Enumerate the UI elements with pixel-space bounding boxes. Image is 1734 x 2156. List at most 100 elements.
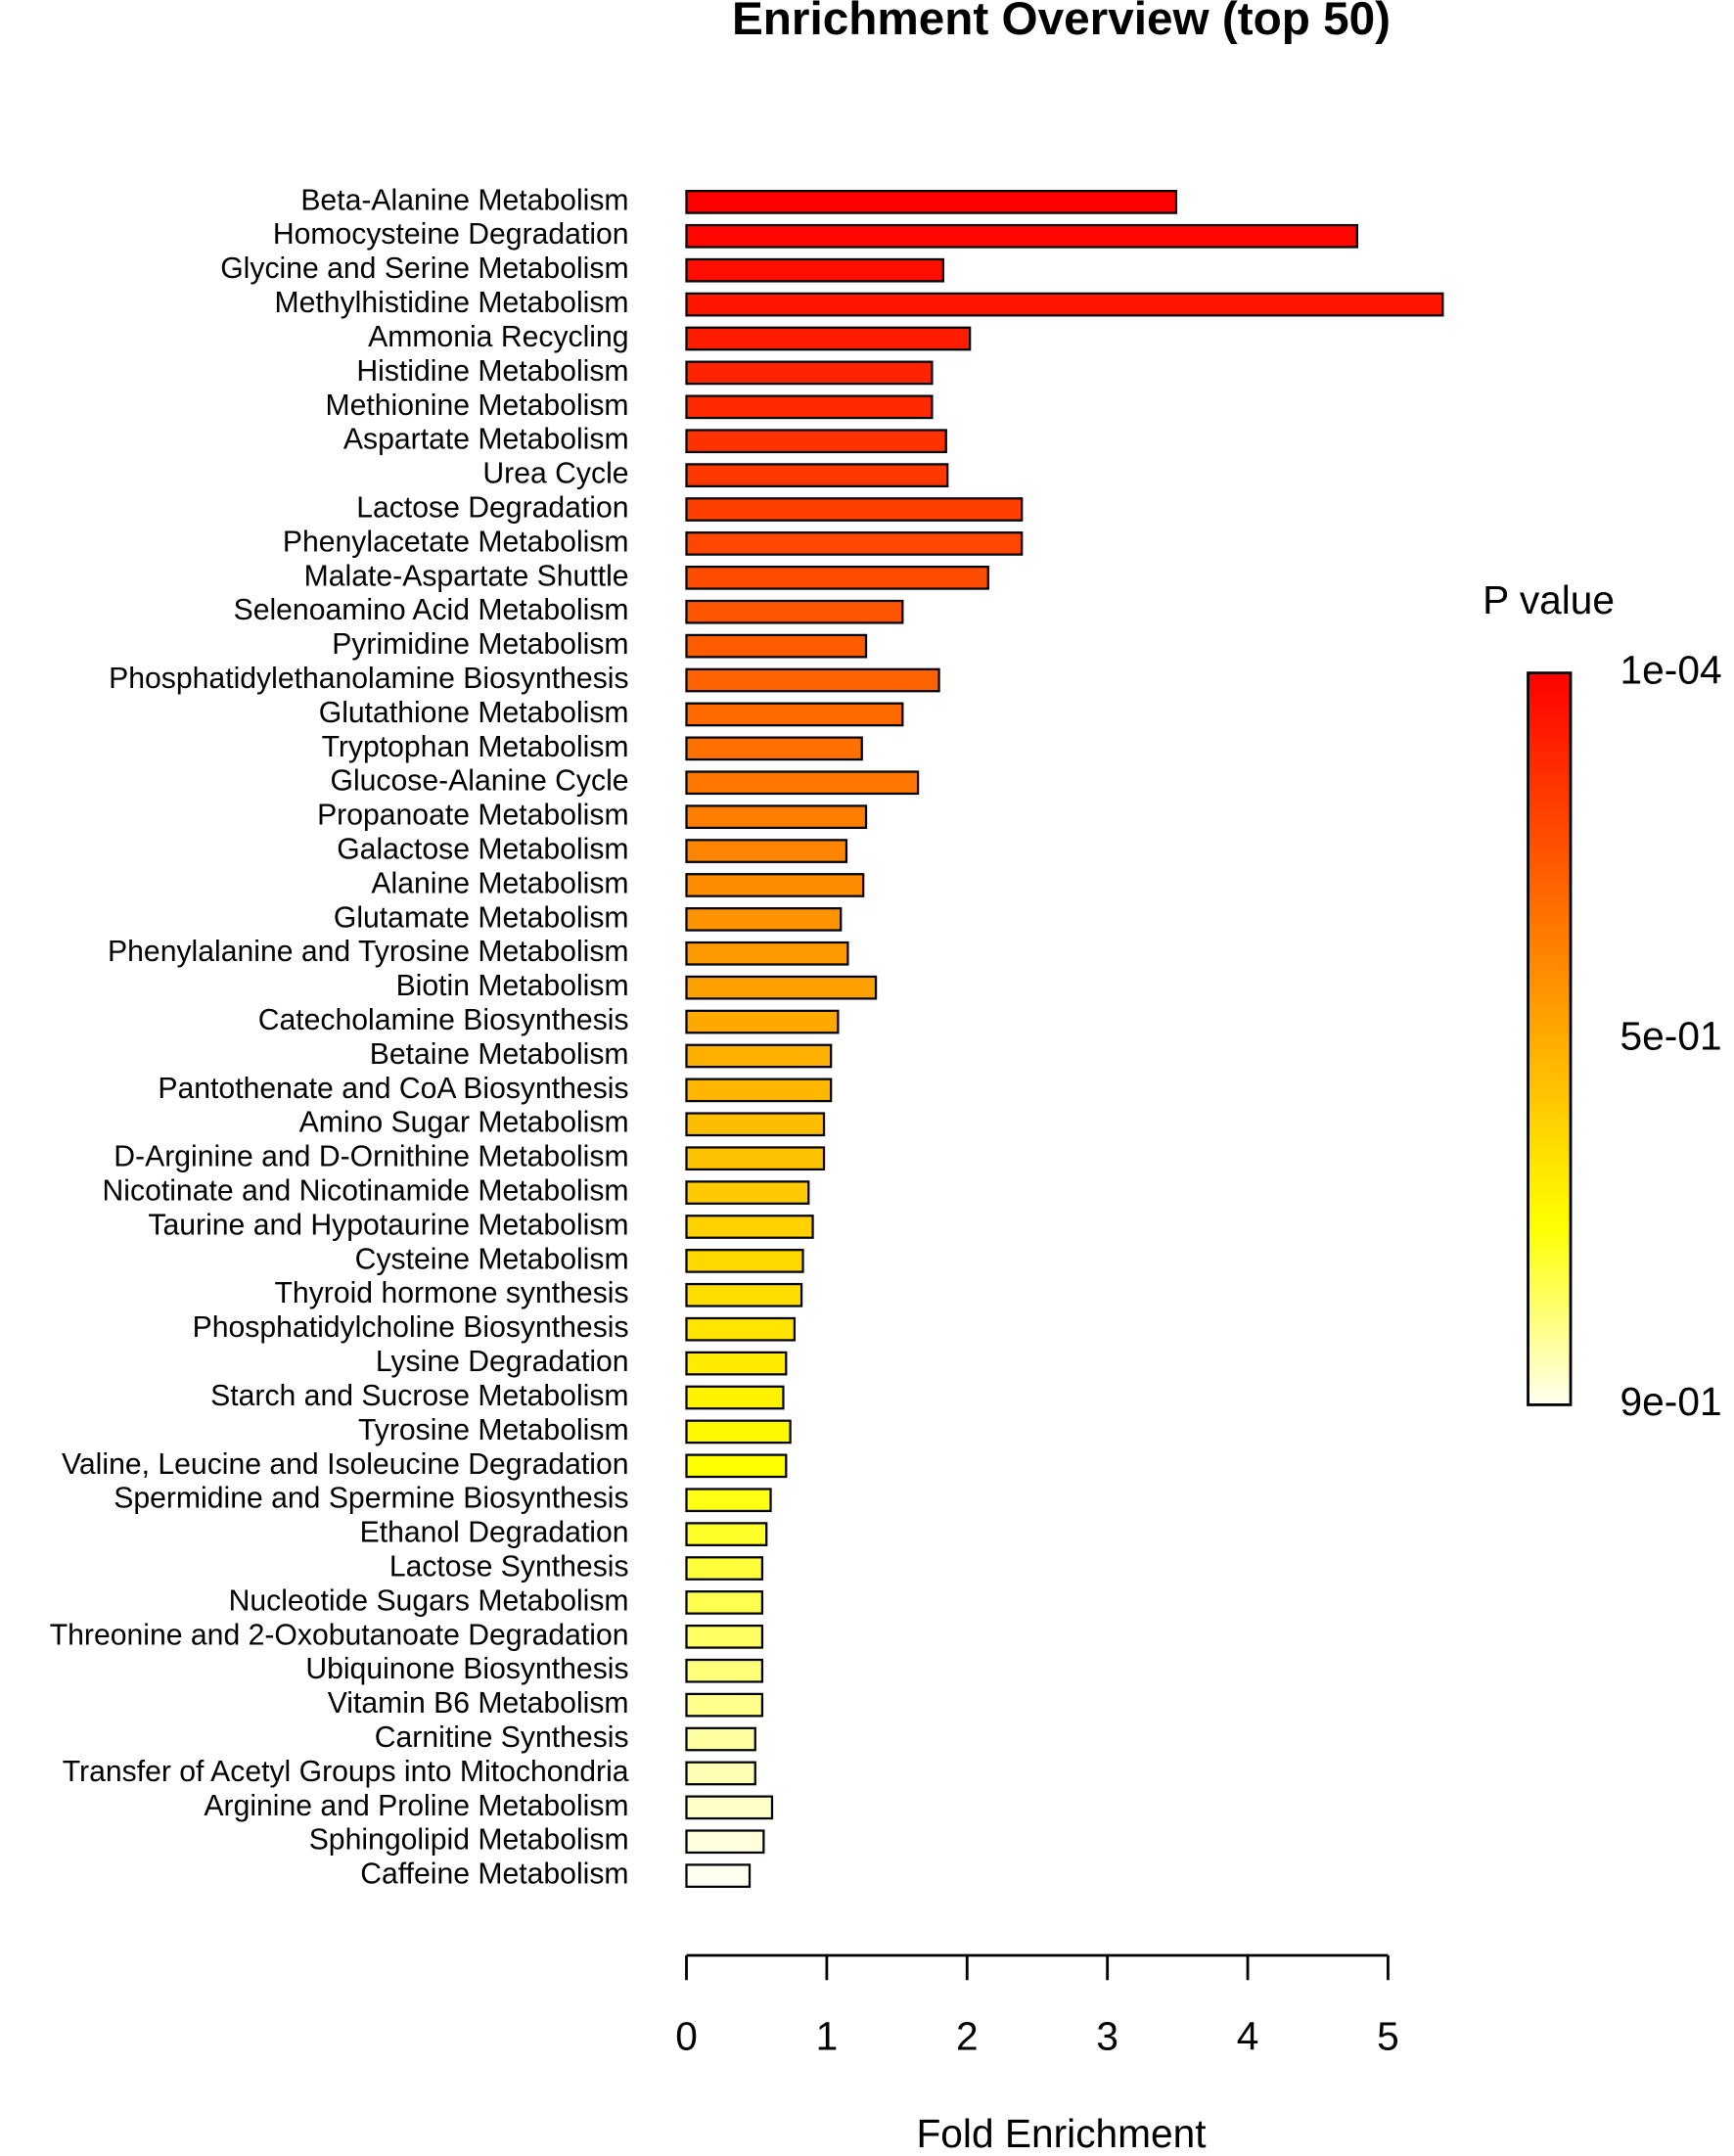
bar [685, 1009, 840, 1034]
bar [685, 463, 949, 487]
category-label: Methionine Metabolism [325, 390, 628, 422]
bar [685, 1112, 826, 1137]
category-label: Spermidine and Spermine Biosynthesis [114, 1483, 628, 1515]
category-label: Urea Cycle [482, 458, 628, 490]
bar [685, 1522, 768, 1546]
category-label: Galactose Metabolism [337, 834, 628, 866]
bar [685, 873, 865, 897]
category-label: Methylhistidine Metabolism [275, 287, 629, 319]
bar [685, 702, 904, 727]
legend-title: P value [1483, 577, 1615, 622]
category-label: Betaine Metabolism [370, 1038, 629, 1071]
category-label: Phenylalanine and Tyrosine Metabolism [108, 936, 629, 968]
legend-label: 1e-04 [1620, 647, 1722, 692]
bar [685, 599, 904, 624]
category-label: Taurine and Hypotaurine Metabolism [148, 1209, 628, 1241]
category-label: Amino Sugar Metabolism [299, 1107, 629, 1139]
bar [685, 394, 934, 420]
category-label: Ammonia Recycling [368, 321, 628, 353]
category-label: Homocysteine Degradation [273, 218, 629, 251]
bar [685, 223, 1359, 249]
bar [685, 1761, 756, 1786]
category-label: D-Arginine and D-Ornithine Metabolism [114, 1141, 628, 1173]
category-label: Valine, Leucine and Isoleucine Degradati… [62, 1448, 629, 1481]
category-label: Sphingolipid Metabolism [309, 1824, 629, 1857]
category-label: Histidine Metabolism [356, 355, 628, 388]
bar [685, 190, 1178, 214]
bar [685, 1146, 826, 1171]
category-label: Catecholamine Biosynthesis [258, 1004, 629, 1036]
category-label: Phenylacetate Metabolism [283, 526, 629, 558]
category-label: Aspartate Metabolism [343, 424, 629, 456]
bar [685, 257, 945, 283]
x-tick-label: 2 [956, 2013, 979, 2058]
bar [685, 907, 843, 932]
bar [685, 1692, 764, 1718]
x-tick-label: 1 [816, 2013, 839, 2058]
bar [685, 1795, 774, 1820]
category-label: Selenoamino Acid Metabolism [234, 594, 629, 626]
x-axis-label: Fold Enrichment [916, 2111, 1206, 2156]
bar [685, 667, 940, 693]
category-label: Vitamin B6 Metabolism [328, 1687, 629, 1720]
bar [685, 1658, 764, 1683]
x-tick-label: 0 [675, 2013, 698, 2058]
bar [685, 326, 972, 351]
bar [685, 1180, 810, 1205]
bar [685, 1726, 756, 1752]
category-label: Pyrimidine Metabolism [332, 628, 628, 661]
bar [685, 292, 1444, 317]
category-label: Carnitine Synthesis [375, 1721, 629, 1754]
category-label: Pantothenate and CoA Biosynthesis [158, 1073, 628, 1105]
legend-label: 9e-01 [1620, 1379, 1722, 1424]
bar [685, 1351, 788, 1376]
bar [685, 770, 920, 796]
bar [685, 804, 868, 829]
bar [685, 633, 868, 659]
category-label: Threonine and 2-Oxobutanoate Degradation [50, 1619, 629, 1651]
bar [685, 1590, 764, 1615]
category-label: Nicotinate and Nicotinamide Metabolism [103, 1175, 629, 1208]
bar [685, 1419, 792, 1445]
legend-label: 5e-01 [1620, 1013, 1722, 1058]
bar [685, 1316, 797, 1342]
bar [685, 1863, 752, 1888]
bar [685, 360, 934, 386]
bar [685, 1215, 814, 1239]
category-label: Thyroid hormone synthesis [275, 1277, 629, 1309]
category-label: Lysine Degradation [376, 1346, 629, 1378]
category-label: Starch and Sucrose Metabolism [210, 1380, 628, 1412]
chart-title: Enrichment Overview (top 50) [732, 0, 1391, 45]
category-label: Ubiquinone Biosynthesis [305, 1653, 628, 1685]
bar [685, 1043, 833, 1069]
category-label: Ethanol Degradation [360, 1517, 629, 1549]
bar [685, 839, 848, 863]
bar [685, 1829, 765, 1855]
category-label: Caffeine Metabolism [360, 1858, 628, 1891]
bar [685, 1488, 772, 1513]
bar [685, 736, 863, 761]
bar [685, 1078, 833, 1103]
bar [685, 1249, 804, 1273]
bar [685, 429, 947, 454]
bar [685, 1282, 803, 1307]
bar [685, 565, 989, 590]
category-label: Propanoate Metabolism [317, 800, 629, 832]
bar [685, 497, 1024, 522]
bar [685, 1624, 764, 1649]
category-label: Malate-Aspartate Shuttle [304, 560, 629, 592]
x-tick-label: 5 [1377, 2013, 1399, 2058]
category-label: Glycine and Serine Metabolism [220, 252, 628, 285]
category-label: Transfer of Acetyl Groups into Mitochond… [63, 1756, 629, 1788]
category-label: Cysteine Metabolism [355, 1243, 629, 1275]
category-label: Tyrosine Metabolism [358, 1414, 629, 1446]
category-label: Glucose-Alanine Cycle [331, 765, 629, 798]
category-label: Phosphatidylcholine Biosynthesis [193, 1311, 629, 1344]
category-label: Biotin Metabolism [396, 970, 629, 1002]
category-label: Glutamate Metabolism [334, 901, 629, 934]
category-label: Tryptophan Metabolism [322, 731, 629, 763]
x-tick-label: 4 [1237, 2013, 1259, 2058]
category-label: Arginine and Proline Metabolism [204, 1790, 628, 1822]
